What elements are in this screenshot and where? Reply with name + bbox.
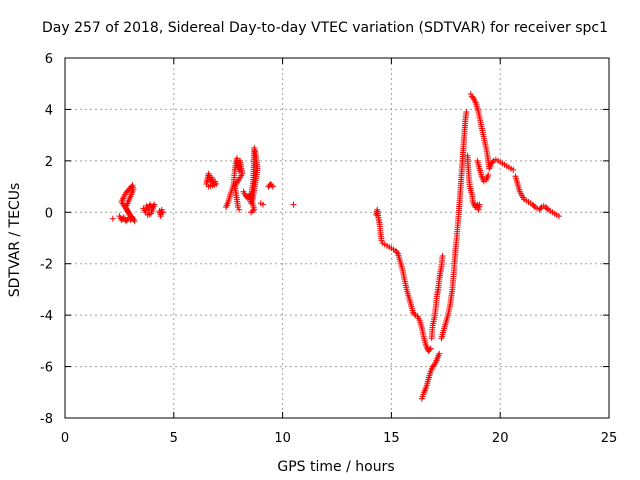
data-point: [158, 206, 165, 213]
data-point: [510, 166, 517, 173]
data-point: [467, 91, 474, 97]
y-tick-label: 0: [45, 206, 53, 221]
data-point: [234, 204, 241, 211]
data-point: [159, 209, 166, 216]
x-tick-label: 20: [492, 431, 509, 446]
data-point: [205, 183, 212, 190]
data-point: [530, 202, 537, 209]
data-point: [268, 182, 275, 189]
x-tick-label: 10: [274, 431, 291, 446]
data-point: [269, 183, 276, 190]
data-point: [430, 362, 437, 369]
data-point: [426, 346, 433, 353]
chart-title: Day 257 of 2018, Sidereal Day-to-day VTE…: [42, 20, 608, 36]
data-point: [485, 172, 492, 178]
ticks: 0 5 10 15 20 25 -8 -6 -4 -2 0 2 4 6: [40, 52, 617, 446]
x-axis-title: GPS time / hours: [277, 459, 394, 475]
data-point: [489, 159, 496, 166]
x-tick-label: 5: [170, 431, 178, 446]
data-point: [109, 215, 116, 222]
y-tick-label: -4: [40, 309, 53, 324]
y-axis-title: SDTVAR / TECUs: [7, 183, 23, 298]
data-point: [436, 350, 443, 357]
y-tick-label: 4: [45, 103, 53, 118]
data-point: [476, 201, 483, 208]
y-tick-label: 6: [45, 52, 53, 67]
x-tick-label: 15: [383, 431, 400, 446]
data-point: [555, 213, 562, 220]
data-point: [290, 201, 297, 208]
data-point: [144, 211, 151, 218]
data-point: [260, 201, 267, 208]
data-point: [126, 211, 133, 218]
plot-frame: [64, 57, 610, 419]
data-point: [439, 253, 446, 259]
data-point: [212, 178, 219, 185]
data-points: [109, 91, 562, 402]
data-point: [393, 249, 400, 256]
data-point: [411, 310, 418, 317]
data-point: [236, 206, 243, 213]
data-point: [248, 209, 255, 216]
grid: [65, 58, 609, 418]
x-tick-label: 25: [601, 431, 618, 446]
data-point: [470, 94, 476, 101]
y-tick-label: -2: [40, 258, 53, 273]
data-point: [463, 109, 470, 115]
y-tick-label: 2: [45, 155, 53, 170]
data-point: [543, 205, 550, 212]
data-point: [427, 345, 434, 352]
x-tick-label: 0: [61, 431, 69, 446]
y-tick-label: -8: [40, 412, 53, 427]
data-point: [378, 237, 385, 244]
y-tick-label: -6: [40, 361, 53, 376]
data-point: [537, 205, 544, 212]
